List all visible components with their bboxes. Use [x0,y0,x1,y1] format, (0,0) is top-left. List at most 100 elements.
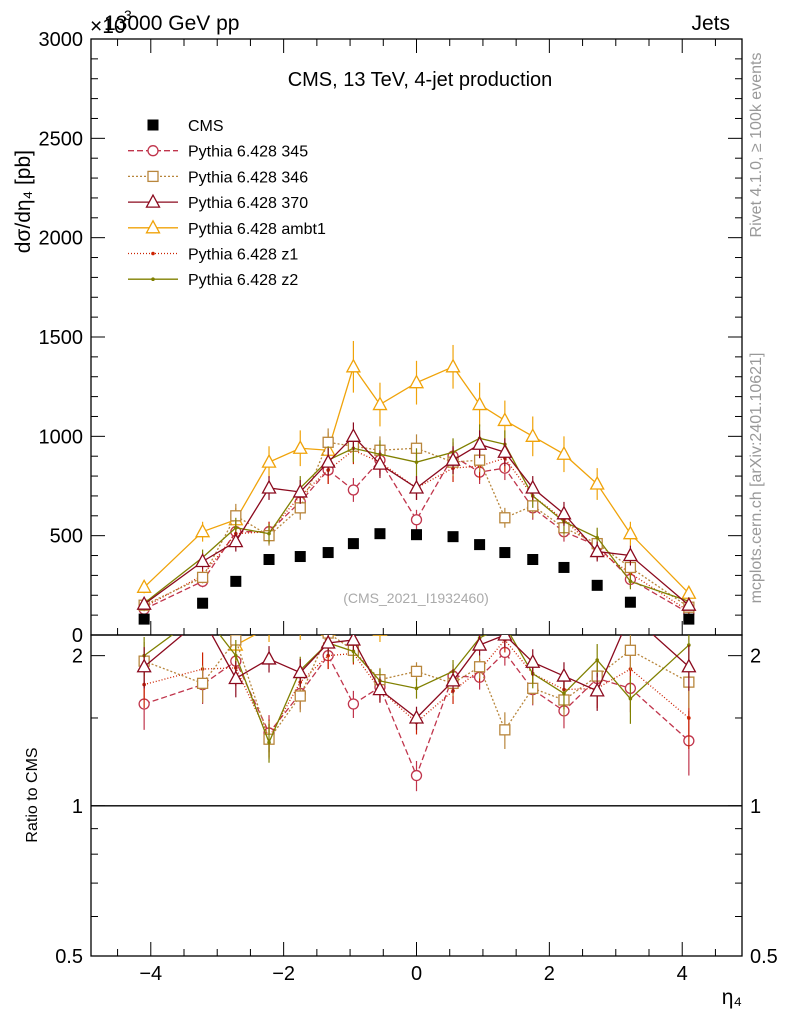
ratio-point [472,636,488,651]
data-point [372,455,388,470]
data-point [556,445,572,460]
ratio-point [414,686,419,691]
data-point [622,525,638,540]
ratio-point [591,561,604,573]
legend-label: Pythia 6.428 z2 [188,272,298,289]
legend-label: Pythia 6.428 z1 [188,247,298,264]
y-tick-label: 500 [50,526,83,548]
data-point-cms [624,596,636,608]
x-tick-label: 4 [677,963,688,985]
mcplots-label: mcplots.cern.ch [arXiv:2401.10621] [748,353,765,604]
data-point-cms [374,528,386,540]
y-tick-label: 1500 [39,327,84,349]
legend-label: Pythia 6.428 346 [188,169,308,186]
data-point-cms [138,613,150,625]
data-point [195,523,211,538]
data-point [595,535,599,540]
plot-title: CMS, 13 TeV, 4-jet production [288,69,553,91]
data-point [556,505,572,520]
data-point-cms [474,539,486,551]
legend-item-pythia-6-428-z1: Pythia 6.428 z1 [128,247,298,264]
ratio-point [525,653,541,668]
x-tick-label: −4 [139,963,162,985]
ratio-point [292,664,308,679]
ratio-tick-label-right: 2 [750,646,761,668]
data-point [472,396,488,411]
x-tick-label: 2 [544,963,555,985]
data-point [499,512,511,524]
ratio-point [138,561,151,573]
main-series [136,340,697,625]
data-point [345,358,361,373]
ratio-point [499,724,511,736]
rivet-label: Rivet 4.1.0, ≥ 100k events [748,53,765,238]
jets-label: Jets [691,12,730,35]
data-point-cms [558,561,570,573]
legend-label: Pythia 6.428 345 [188,144,308,161]
legend-item-pythia-6-428-346: Pythia 6.428 346 [128,169,308,186]
exponent-power: 3 [124,7,132,23]
ratio-point [228,670,244,685]
data-point [320,453,336,468]
ratio-tick-label: 2 [72,646,83,668]
ratio-point [263,620,276,632]
legend-label: Pythia 6.428 ambt1 [188,221,326,238]
legend-marker [145,219,161,234]
data-point [261,453,277,468]
exponent-label: ×10 [90,15,126,38]
legend-item-cms: CMS [147,118,224,135]
ratio-series [136,561,697,792]
ratio-tick-label-right: 1 [750,796,761,818]
data-point [322,436,334,448]
ratio-point [320,635,336,649]
series-line [143,449,690,612]
legend-item-pythia-6-428-ambt1: Pythia 6.428 ambt1 [128,219,326,238]
ratio-point [347,698,360,710]
ratio-point [589,682,605,697]
analysis-id: (CMS_2021_I1932460) [343,590,489,606]
legend-item-pythia-6-428-z2: Pythia 6.428 z2 [128,272,298,289]
ratio-tick-label: 0.5 [55,946,83,968]
data-point [525,427,541,442]
legend-label: Pythia 6.428 370 [188,195,308,212]
data-point [136,595,152,610]
ratio-point [562,691,566,696]
ratio-point [624,607,637,619]
data-point-cms [322,547,334,559]
legend-item-pythia-6-428-345: Pythia 6.428 345 [128,144,308,161]
data-point [136,578,152,593]
ratio-point [372,681,388,696]
y-tick-label: 2500 [39,128,84,150]
data-point-cms [527,554,539,566]
ratio-pythia-6-428-370 [136,607,697,730]
ratio-point [196,677,209,689]
data-point-cms [263,554,275,566]
data-point [292,439,308,454]
data-point [408,374,425,389]
legend-marker [151,251,155,256]
data-point [267,531,271,536]
ratio-point [294,618,307,630]
data-point [525,479,541,494]
data-point [472,435,488,450]
ratio-point [347,568,360,580]
data-point [408,479,425,494]
series-pythia-6-428-370 [136,422,697,611]
ratio-point [473,661,486,673]
x-tick-label: 0 [411,963,422,985]
data-point [628,579,633,584]
ratio-point [687,716,691,720]
data-point [589,475,605,490]
ratio-point [410,769,423,782]
ratio-point [320,635,336,636]
y-tick-label: 1000 [39,426,84,448]
collision-label: 13000 GeV pp [104,12,239,35]
ratio-point [408,709,425,724]
y-tick-label: 2000 [39,228,84,250]
ratio-point [526,589,539,601]
ratio-point [345,635,361,646]
data-point-cms [591,579,603,591]
ratio-tick-label: 1 [72,796,83,818]
